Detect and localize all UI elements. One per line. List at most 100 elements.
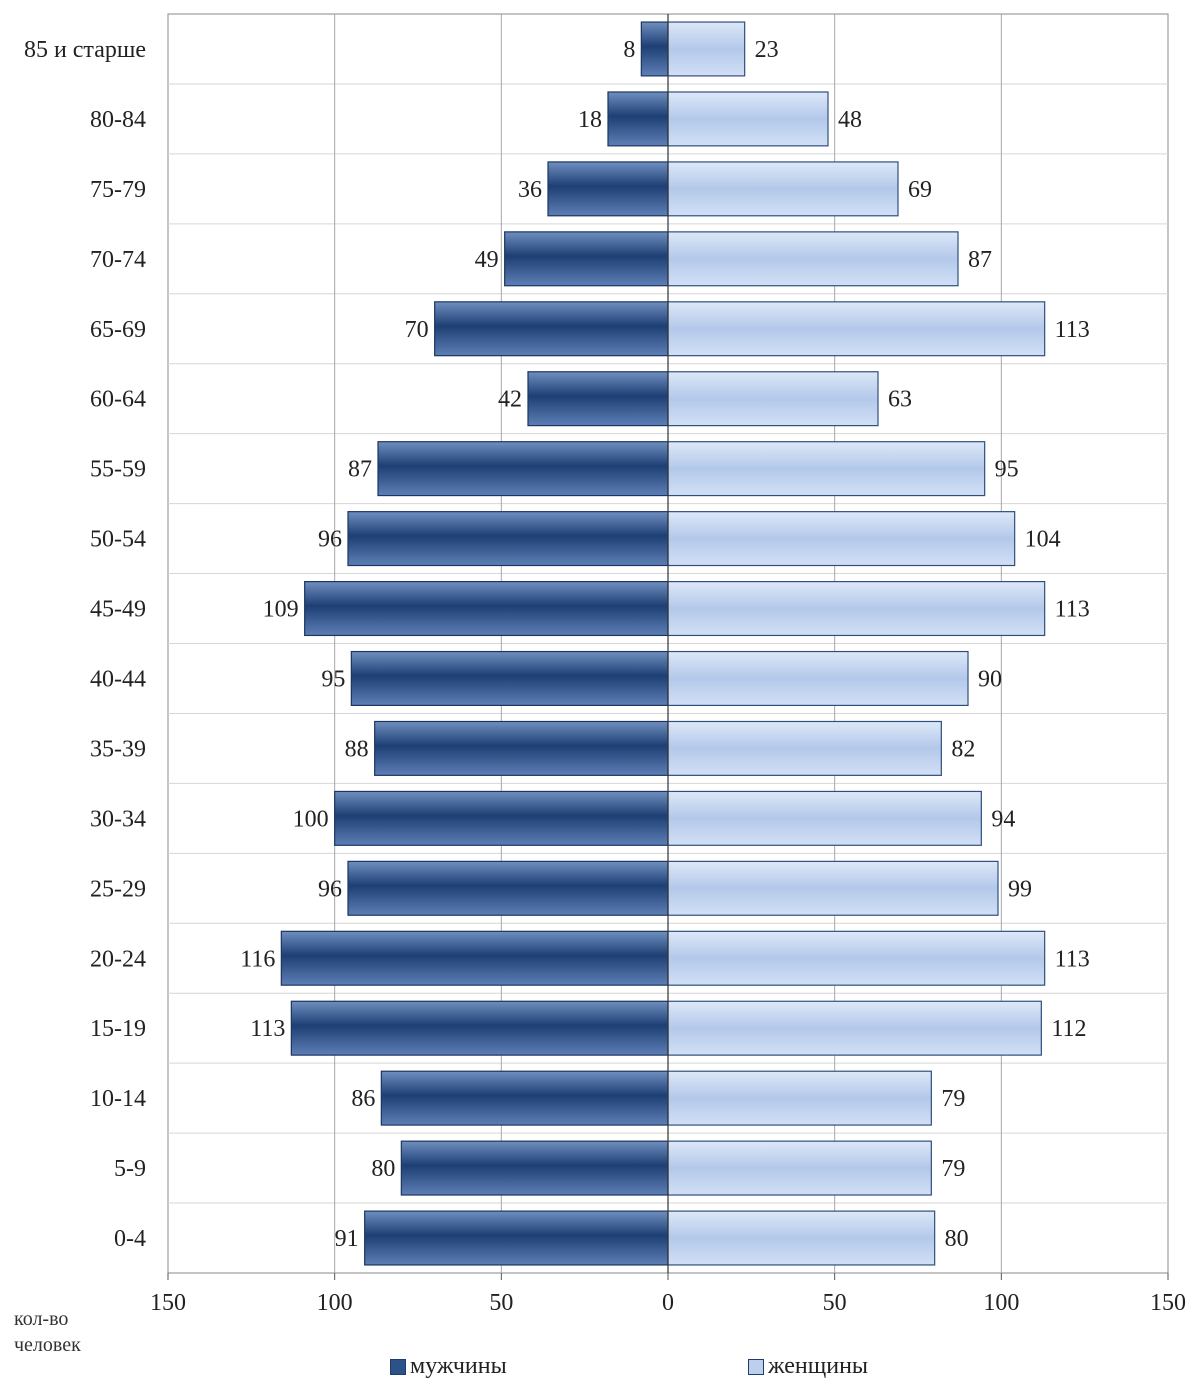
bar-women [667,650,969,707]
value-label-men: 91 [335,1226,359,1252]
bar-men [347,511,669,567]
bar-women [667,860,999,916]
bar-women [667,1000,1042,1056]
value-label-women: 94 [991,806,1015,832]
value-label-men: 116 [240,946,275,972]
value-label-women: 23 [755,37,779,63]
value-label-women: 90 [978,666,1002,692]
value-label-women: 99 [1008,876,1032,902]
value-label-women: 48 [838,107,862,133]
value-label-men: 8 [623,37,635,63]
bar-women [667,441,986,497]
value-label-women: 87 [968,247,992,273]
category-label: 0-4 [114,1226,146,1252]
bar-women [667,580,1046,637]
category-label: 80-84 [90,107,146,133]
x-axis-unit-label: кол-во человек [14,1306,81,1358]
x-tick-label: 50 [489,1290,513,1316]
bar-women [667,371,879,427]
bar-men [364,1210,669,1266]
category-label: 20-24 [90,946,146,972]
value-label-women: 80 [945,1226,969,1252]
bar-men [504,231,669,287]
value-label-women: 79 [941,1086,965,1112]
x-tick-label: 100 [983,1290,1019,1316]
bar-men [380,1070,669,1126]
bar-men [350,650,669,707]
value-label-men: 96 [318,527,342,553]
category-label: 65-69 [90,317,146,343]
legend-label-men: мужчины [410,1353,507,1379]
bar-men [280,930,669,986]
bar-men [304,580,669,637]
category-label: 60-64 [90,387,146,413]
bar-men [347,860,669,916]
value-label-men: 100 [293,806,329,832]
value-label-men: 42 [498,387,522,413]
category-label: 75-79 [90,177,146,203]
value-label-men: 88 [345,736,369,762]
bar-women [667,930,1046,986]
bar-men [434,301,669,357]
x-tick-label: 100 [317,1290,353,1316]
value-label-men: 70 [405,317,429,343]
bar-men [640,21,669,77]
bar-women [667,511,1016,567]
bar-men [527,371,669,427]
category-label: 85 и старше [24,37,146,63]
bar-men [607,91,669,147]
value-label-women: 63 [888,387,912,413]
value-label-men: 87 [348,457,372,483]
value-label-men: 113 [250,1016,285,1042]
legend-swatch-men [390,1358,406,1375]
unit-label-line-1: кол-во [14,1308,69,1330]
category-label: 5-9 [114,1156,146,1182]
legend-item-men: мужчины [390,1353,507,1380]
value-label-men: 49 [475,247,499,273]
value-label-women: 104 [1025,527,1061,553]
bar-men [547,161,669,217]
x-tick-label: 50 [823,1290,847,1316]
value-label-women: 113 [1055,317,1090,343]
bar-women [667,21,746,77]
value-label-men: 109 [263,597,299,623]
value-label-men: 86 [351,1086,375,1112]
category-label: 15-19 [90,1016,146,1042]
category-label: 45-49 [90,597,146,623]
bar-women [667,231,959,287]
category-label: 30-34 [90,806,146,832]
category-label: 70-74 [90,247,146,273]
value-label-women: 79 [941,1156,965,1182]
bar-men [374,720,669,776]
value-label-men: 18 [578,107,602,133]
bar-women [667,301,1046,357]
category-label: 55-59 [90,457,146,483]
bar-women [667,91,829,147]
unit-label-line-2: человек [14,1334,81,1356]
x-tick-label: 150 [150,1290,186,1316]
value-label-men: 36 [518,177,542,203]
bar-women [667,1210,936,1266]
value-label-women: 113 [1055,946,1090,972]
bar-women [667,1070,932,1126]
legend-swatch-women [748,1358,764,1375]
value-label-women: 112 [1051,1016,1086,1042]
value-label-men: 96 [318,876,342,902]
legend-item-women: женщины [748,1353,868,1380]
category-label: 35-39 [90,736,146,762]
bar-men [400,1140,669,1196]
x-tick-label: 0 [662,1290,674,1316]
category-label: 25-29 [90,876,146,902]
category-label: 50-54 [90,527,146,553]
category-label: 40-44 [90,666,146,692]
value-label-men: 80 [371,1156,395,1182]
value-label-women: 69 [908,177,932,203]
bar-women [667,161,899,217]
category-label: 10-14 [90,1086,146,1112]
bar-women [667,790,982,846]
value-label-women: 82 [951,736,975,762]
bar-men [290,1000,669,1056]
value-label-women: 113 [1055,597,1090,623]
value-label-men: 95 [321,666,345,692]
